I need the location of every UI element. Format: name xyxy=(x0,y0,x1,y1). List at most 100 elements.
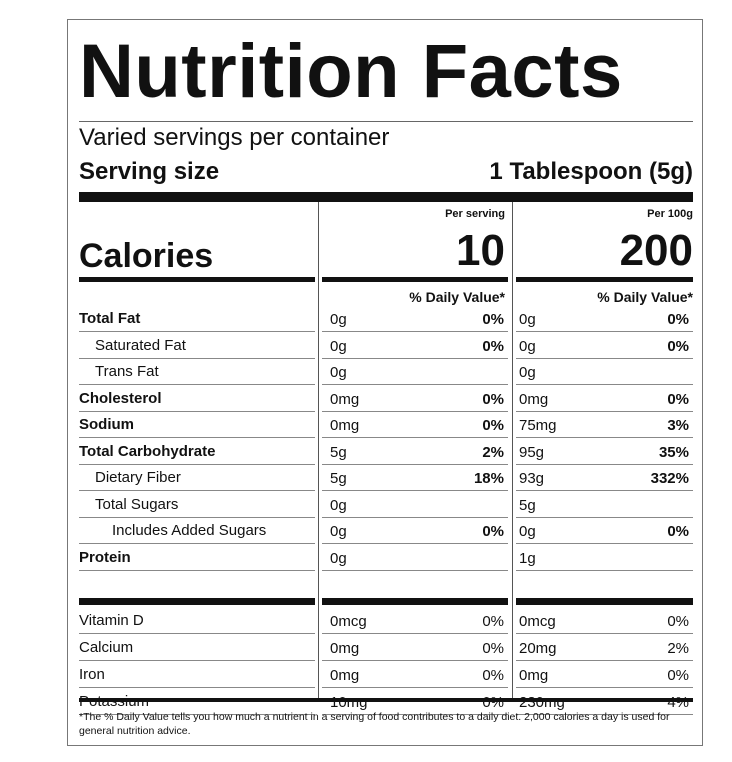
serving-size-label: Serving size xyxy=(79,158,220,185)
nutrient-name: Vitamin D xyxy=(79,612,144,629)
row-separator xyxy=(79,569,315,571)
label-title: Nutrition Facts xyxy=(79,29,623,114)
amount-per-serving: 5g xyxy=(330,470,347,487)
row-separator xyxy=(516,437,693,438)
nutrient-row-total-sugars: Total Sugars 0g 5g xyxy=(79,491,693,518)
dv-per-serving: 18% xyxy=(473,470,504,487)
row-separator xyxy=(322,660,508,661)
row-separator xyxy=(322,516,508,518)
dv-per-100g: 0% xyxy=(667,667,689,684)
nutrient-name: Total Carbohydrate xyxy=(79,442,216,460)
amount-per-serving: 0g xyxy=(330,337,347,355)
row-separator xyxy=(516,633,693,634)
dv-per-serving: 0% xyxy=(482,417,504,434)
nutrient-row-total-fat: Total Fat 0g 0% 0g 0% xyxy=(79,305,693,332)
row-separator xyxy=(516,516,693,518)
row-separator xyxy=(516,714,693,715)
vitamins-rule-mid xyxy=(322,598,508,605)
row-separator xyxy=(322,543,508,544)
vitamin-row-vitamin-d: Vitamin D 0mcg 0% 0mcg 0% xyxy=(79,607,693,634)
column-divider-1 xyxy=(318,202,319,302)
dv-per-serving: 0% xyxy=(482,311,504,328)
row-separator xyxy=(516,543,693,544)
calories-per-100g: 200 xyxy=(619,226,693,275)
vitamins-rule-left xyxy=(79,598,315,605)
amount-per-serving: 0g xyxy=(330,523,347,540)
dv-per-serving: 0% xyxy=(482,667,504,684)
row-separator xyxy=(79,543,315,544)
row-separator xyxy=(322,569,508,571)
dv-per-100g: 2% xyxy=(667,640,689,657)
amount-per-serving: 0g xyxy=(330,311,347,328)
amount-per-100g: 75mg xyxy=(519,417,557,434)
dv-per-100g: 0% xyxy=(667,613,689,630)
row-separator xyxy=(516,331,693,332)
nutrient-name: Total Fat xyxy=(79,310,141,327)
footnote: *The % Daily Value tells you how much a … xyxy=(79,711,670,737)
amount-per-100g: 0mg xyxy=(519,667,549,684)
amount-per-serving: 0mcg xyxy=(330,613,367,630)
nutrient-row-trans-fat: Trans Fat 0g 0g xyxy=(79,358,693,385)
nutrient-name: Trans Fat xyxy=(95,363,159,380)
row-separator xyxy=(322,437,508,438)
per-100g-header: Per 100g xyxy=(647,208,693,220)
row-separator xyxy=(79,516,315,518)
vitamin-row-iron: Iron 0mg 0% 0mg 0% xyxy=(79,661,693,688)
row-separator xyxy=(322,687,508,688)
row-separator xyxy=(516,410,693,412)
row-separator xyxy=(322,357,508,359)
vitamins-rule-right xyxy=(516,598,693,605)
row-separator xyxy=(79,410,315,412)
calories-rule-mid xyxy=(322,277,508,282)
calories-per-serving: 10 xyxy=(456,226,505,275)
row-separator xyxy=(79,463,315,465)
row-separator xyxy=(322,410,508,412)
amount-per-100g: 5g xyxy=(519,496,536,514)
dv-per-100g: 0% xyxy=(667,311,689,328)
amount-per-100g: 0g xyxy=(519,337,536,355)
row-separator xyxy=(79,633,315,634)
row-separator xyxy=(322,714,508,715)
amount-per-100g: 0mcg xyxy=(519,613,556,630)
dv-per-100g: 3% xyxy=(667,417,689,434)
dv-header-per-serving: % Daily Value* xyxy=(409,289,505,305)
row-separator xyxy=(79,490,315,491)
row-separator xyxy=(322,490,508,491)
nutrient-name: Includes Added Sugars xyxy=(112,522,267,539)
nutrient-name: Iron xyxy=(79,666,105,683)
per-serving-header: Per serving xyxy=(445,208,505,220)
row-separator xyxy=(322,331,508,332)
nutrition-facts-label: Nutrition Facts Varied servings per cont… xyxy=(67,19,703,746)
footnote-rule xyxy=(79,698,693,702)
dv-per-serving: 2% xyxy=(482,443,504,461)
nutrient-name: Dietary Fiber xyxy=(95,469,181,486)
amount-per-serving: 5g xyxy=(330,443,347,461)
calories-rule-right xyxy=(516,277,693,282)
dv-per-serving: 0% xyxy=(482,390,504,408)
amount-per-serving: 0g xyxy=(330,496,347,514)
dv-per-serving: 0% xyxy=(482,337,504,355)
thick-divider-top xyxy=(79,192,693,202)
amount-per-serving: 0g xyxy=(330,364,347,381)
nutrient-name: Total Sugars xyxy=(95,495,179,513)
row-separator xyxy=(79,687,315,688)
nutrient-row-dietary-fiber: Dietary Fiber 5g 18% 93g 332% xyxy=(79,464,693,491)
amount-per-100g: 93g xyxy=(519,470,545,487)
amount-per-serving: 0g xyxy=(330,549,347,567)
servings-per-container: Varied servings per container xyxy=(79,124,390,151)
nutrient-name: Calcium xyxy=(79,639,134,656)
amount-per-serving: 0mg xyxy=(330,417,360,434)
nutrient-name: Saturated Fat xyxy=(95,336,186,354)
row-separator xyxy=(79,357,315,359)
row-separator xyxy=(79,660,315,661)
dv-per-100g: 0% xyxy=(667,390,689,408)
dv-header-per-100g: % Daily Value* xyxy=(597,289,693,305)
calories-label: Calories xyxy=(79,237,214,275)
row-separator xyxy=(516,463,693,465)
dv-per-serving: 0% xyxy=(482,613,504,630)
dv-per-100g: 35% xyxy=(658,443,689,461)
row-separator xyxy=(322,384,508,385)
amount-per-100g: 95g xyxy=(519,443,545,461)
row-separator xyxy=(516,490,693,491)
row-separator xyxy=(322,463,508,465)
